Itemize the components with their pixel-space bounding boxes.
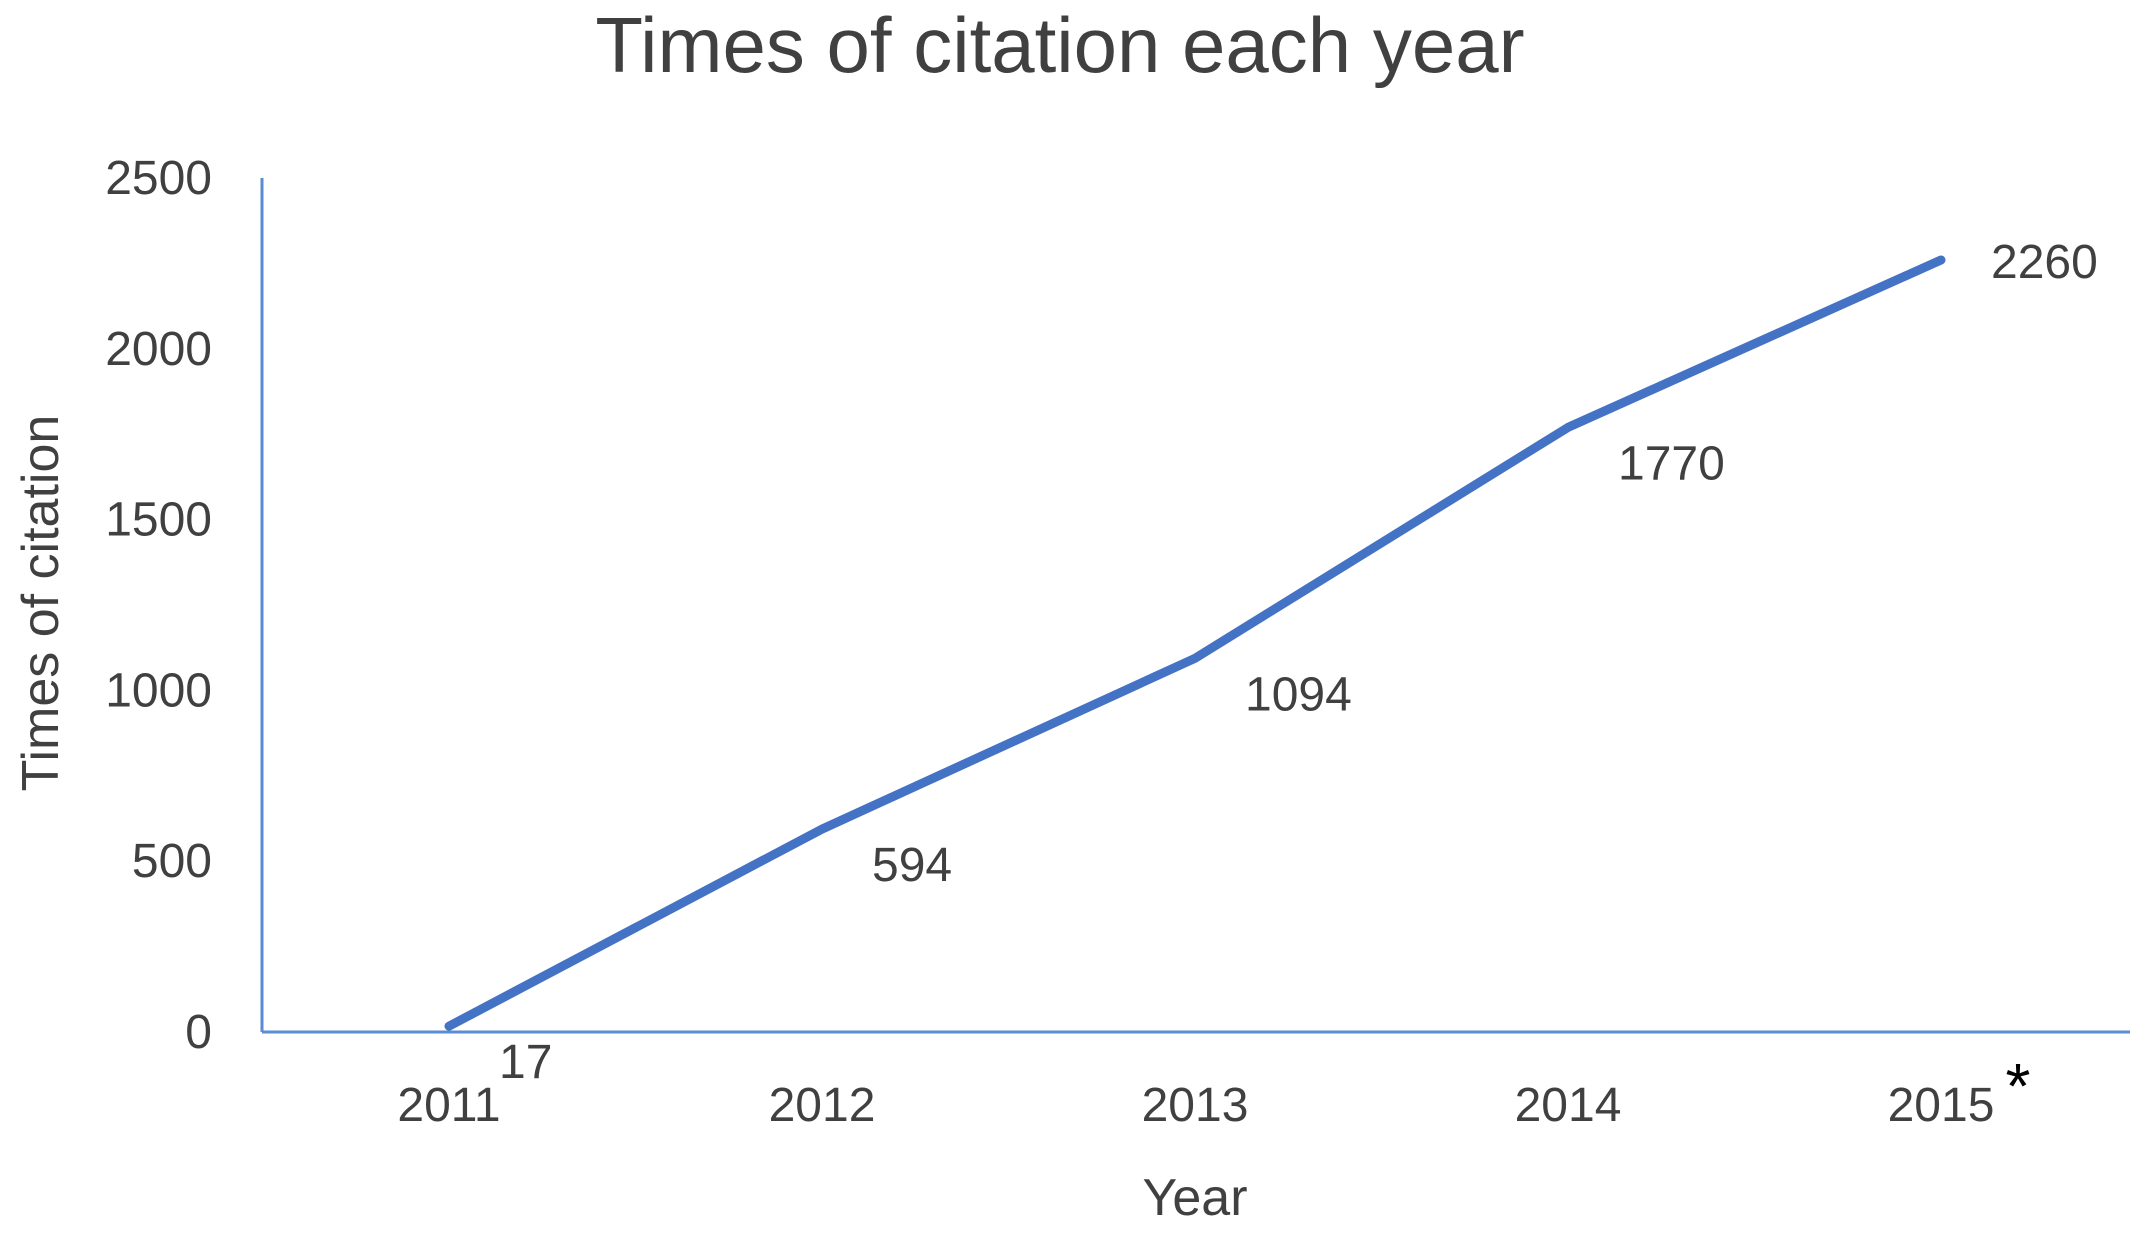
y-tick-label: 1000 — [105, 664, 212, 717]
y-tick-label: 0 — [185, 1006, 212, 1059]
x-tick-label: 2015 — [1888, 1079, 1995, 1132]
y-tick-label: 500 — [132, 835, 212, 888]
x-tick-label: 2011 — [397, 1079, 500, 1132]
x-tick-label: 2012 — [769, 1079, 876, 1132]
x-axis-ticks: 2011 2012 2013 2014 2015 — [397, 1079, 1994, 1132]
y-axis-label: Times of citation — [12, 415, 70, 792]
series-line — [444, 255, 1946, 1031]
y-axis-ticks: 0 500 1000 1500 2000 2500 — [105, 152, 212, 1059]
data-label: 1770 — [1618, 437, 1725, 490]
data-label: 1094 — [1245, 668, 1352, 721]
x-axis-label: Year — [1142, 1169, 1247, 1227]
y-tick-label: 1500 — [105, 494, 212, 547]
data-label: 594 — [872, 839, 952, 892]
y-tick-label: 2000 — [105, 323, 212, 376]
asterisk-annotation: * — [2006, 1050, 2031, 1122]
data-label: 2260 — [1991, 236, 2098, 289]
x-tick-label: 2014 — [1515, 1079, 1622, 1132]
data-labels: 17 594 1094 1770 2260 — [499, 236, 2098, 1089]
chart-title: Times of citation each year — [595, 1, 1524, 89]
x-tick-label: 2013 — [1142, 1079, 1249, 1132]
data-label: 17 — [499, 1036, 552, 1089]
y-tick-label: 2500 — [105, 152, 212, 205]
